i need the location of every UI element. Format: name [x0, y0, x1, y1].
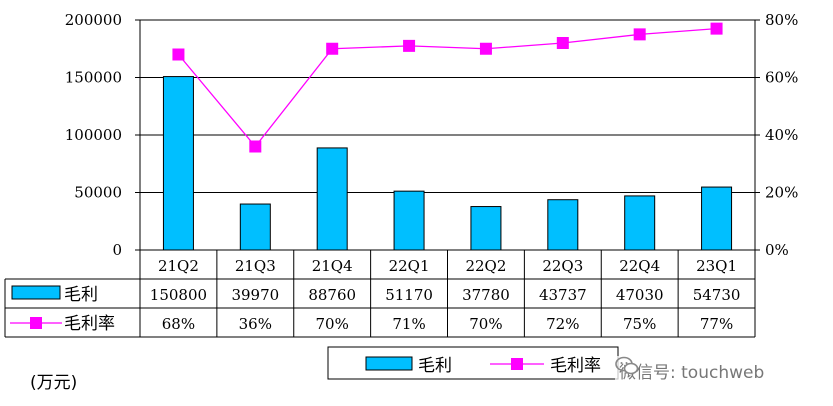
line-point: [403, 39, 416, 52]
table-cell: 36%: [239, 315, 272, 333]
right-tick-label: 60%: [765, 69, 798, 87]
left-tick-label: 50000: [74, 184, 122, 202]
table-cell: 150800: [150, 286, 207, 304]
bar: [316, 147, 348, 251]
legend-label: 毛利率: [550, 356, 601, 376]
table-cell: 71%: [392, 315, 425, 333]
table-cell: 39970: [231, 286, 279, 304]
legend-key-marker: [511, 358, 523, 370]
left-tick-label: 0: [112, 241, 122, 259]
table-cell: 88760: [308, 286, 356, 304]
watermark: 微信号: touchweb: [615, 356, 769, 384]
bar: [470, 206, 502, 251]
line-point: [556, 37, 569, 49]
line-point: [326, 42, 339, 55]
x-tick-label: 21Q4: [312, 257, 353, 275]
table-cell: 54730: [693, 286, 741, 304]
line-point: [479, 42, 492, 55]
bar: [393, 190, 425, 251]
table-cell: 37780: [462, 286, 510, 304]
row-key-bar: [11, 285, 61, 300]
margin-line: [177, 27, 717, 148]
line-point: [172, 48, 185, 61]
bar: [547, 199, 579, 251]
x-tick-label: 23Q1: [696, 257, 737, 275]
x-tick-label: 22Q2: [465, 257, 506, 275]
unit-label: (万元): [30, 373, 78, 393]
x-tick-label: 22Q4: [619, 257, 660, 275]
table-cell: 75%: [623, 315, 656, 333]
table-cell: 68%: [162, 315, 195, 333]
line-point: [249, 140, 262, 153]
row-header: 毛利率: [64, 314, 115, 334]
x-tick-label: 21Q3: [235, 257, 276, 275]
x-tick-label: 22Q1: [389, 257, 430, 275]
legend-key-bar: [365, 356, 413, 371]
legend-label: 毛利: [418, 356, 452, 376]
x-tick-label: 21Q2: [158, 257, 199, 275]
bar: [162, 76, 194, 251]
bar: [239, 203, 271, 251]
table-cell: 47030: [616, 286, 664, 304]
table-cell: 72%: [546, 315, 579, 333]
left-tick-label: 200000: [65, 11, 122, 29]
x-tick-label: 22Q3: [542, 257, 583, 275]
table-cell: 77%: [700, 315, 733, 333]
left-tick-label: 150000: [65, 69, 122, 87]
line-point: [633, 28, 646, 41]
table-cell: 43737: [539, 286, 587, 304]
left-tick-label: 100000: [65, 126, 122, 144]
right-tick-label: 20%: [765, 184, 798, 202]
bar: [624, 195, 656, 251]
table-cell: 70%: [469, 315, 502, 333]
line-point: [710, 22, 723, 35]
bar: [701, 186, 733, 251]
row-header: 毛利: [64, 285, 98, 305]
table-cell: 70%: [316, 315, 349, 333]
wechat-icon: [615, 356, 639, 375]
right-tick-label: 40%: [765, 126, 798, 144]
right-tick-label: 0%: [765, 241, 789, 259]
watermark-text: 微信号: touchweb: [619, 362, 765, 383]
row-key-marker: [30, 317, 42, 329]
table-cell: 51170: [385, 286, 433, 304]
right-tick-label: 80%: [765, 11, 798, 29]
